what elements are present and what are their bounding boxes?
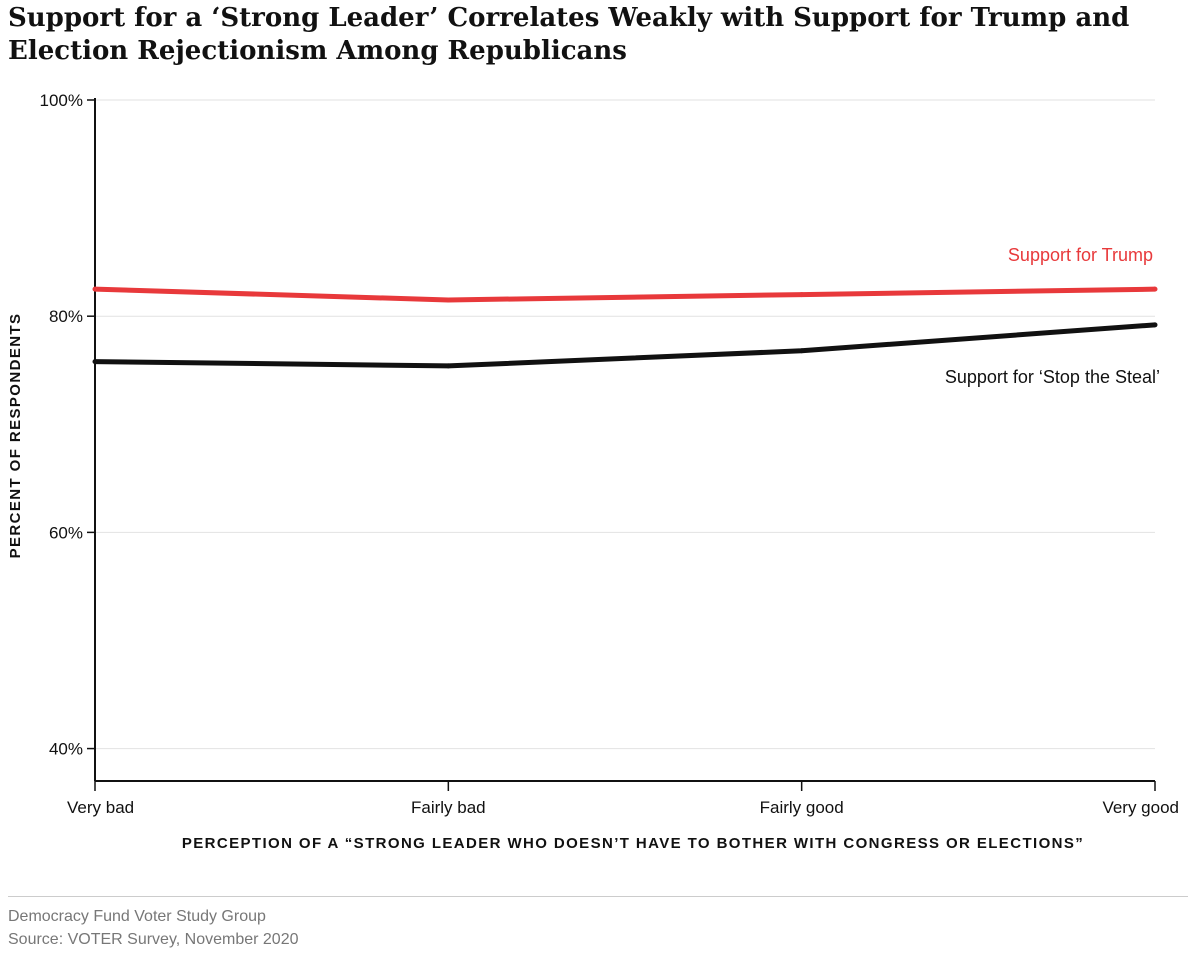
- x-tick-label: Very good: [1102, 798, 1179, 817]
- axes: 100% 80% 60% 40% Very bad Fairly bad Fairly go…: [40, 91, 1179, 817]
- series-lines: [92, 286, 1158, 369]
- footer-source: Source: VOTER Survey, November 2020: [8, 931, 299, 948]
- line-chart: 100% 80% 60% 40% Very bad Fairly bad Fairly go…: [7, 91, 1179, 852]
- x-tick-label: Fairly bad: [411, 798, 486, 817]
- series-label-trump: Support for Trump: [1008, 245, 1153, 265]
- chart-title: Support for a ‘Strong Leader’ Correlates…: [8, 3, 1130, 66]
- series-line-0: [94, 286, 1156, 303]
- footer-divider: [8, 896, 1188, 897]
- y-tick-label: 80%: [49, 307, 83, 326]
- labels: PERCEPTION OF A “STRONG LEADER WHO DOESN…: [7, 245, 1160, 852]
- data-point: [799, 348, 805, 354]
- series-label-stop-the-steal: Support for ‘Stop the Steal’: [945, 367, 1160, 387]
- gridlines: [95, 99, 1155, 750]
- data-point: [92, 359, 98, 365]
- y-tick-label: 40%: [49, 740, 83, 759]
- y-tick-label: 100%: [40, 91, 83, 110]
- series-line-1: [94, 322, 1156, 369]
- data-point: [1152, 322, 1158, 328]
- data-point: [799, 292, 805, 298]
- y-tick-label: 60%: [49, 523, 83, 542]
- data-point: [1152, 286, 1158, 292]
- data-point: [445, 363, 451, 369]
- x-tick-label: Fairly good: [760, 798, 844, 817]
- x-axis-title: PERCEPTION OF A “STRONG LEADER WHO DOESN…: [182, 835, 1084, 852]
- data-point: [445, 297, 451, 303]
- footer: Democracy Fund Voter Study Group Source:…: [8, 905, 299, 951]
- x-tick-label: Very bad: [67, 798, 134, 817]
- y-axis-title: PERCENT OF RESPONDENTS: [7, 313, 24, 559]
- footer-organization: Democracy Fund Voter Study Group: [8, 908, 266, 925]
- data-point: [92, 286, 98, 292]
